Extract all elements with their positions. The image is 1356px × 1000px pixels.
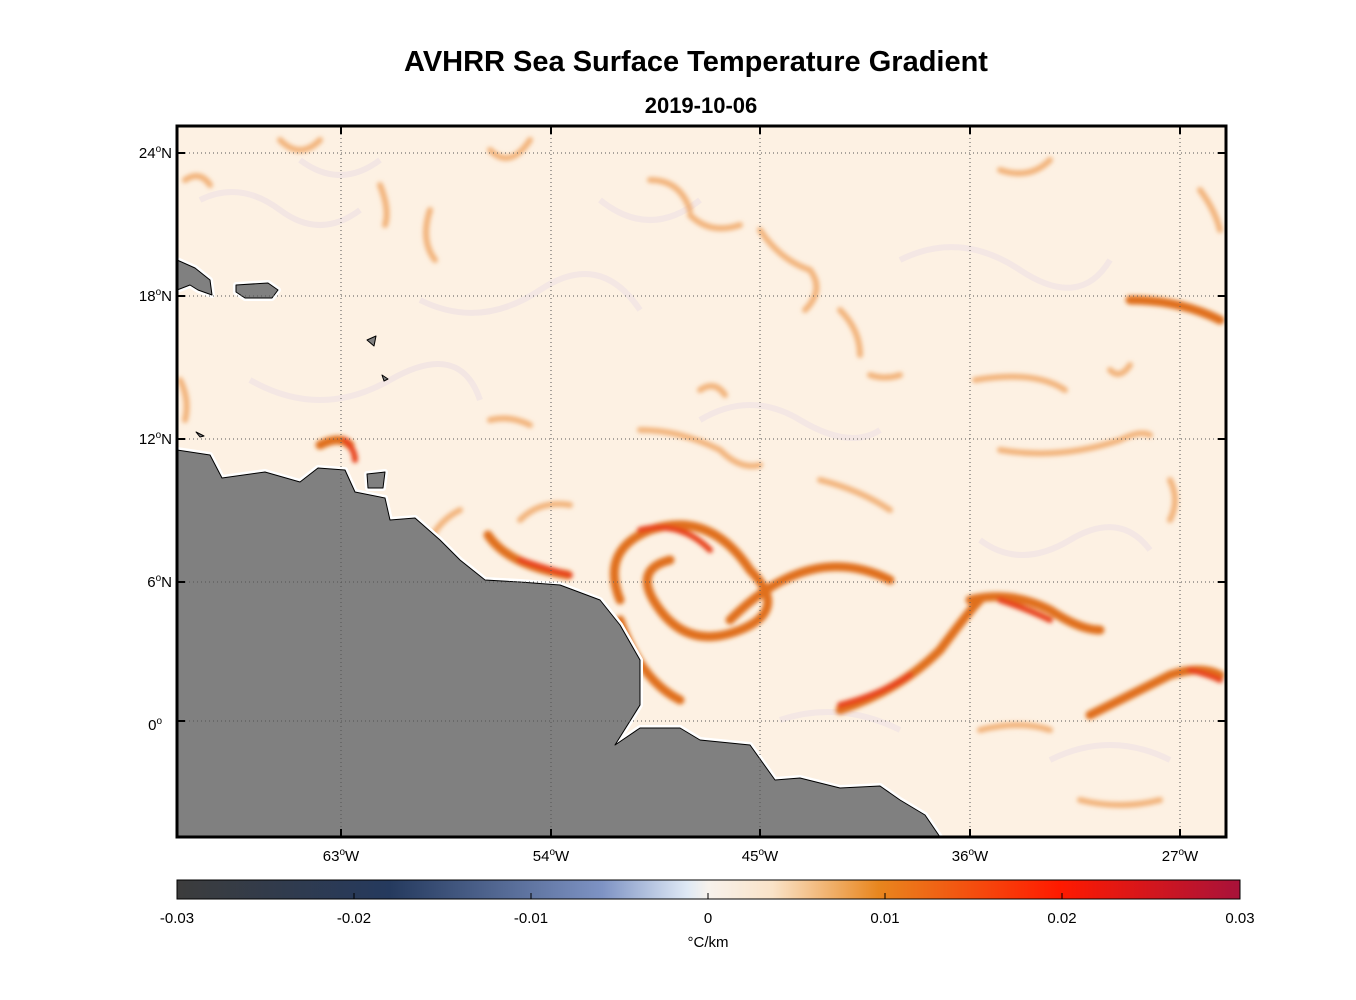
colorbar-ticks	[176, 893, 1241, 899]
lon-label: 45oW	[742, 847, 779, 865]
colorbar-tick-label: 0.02	[1047, 910, 1076, 927]
lat-label: 12oN	[139, 430, 172, 448]
lon-label: 63oW	[323, 847, 360, 865]
ocean-texture	[198, 157, 1172, 763]
longitude-labels: 63oW 54oW 45oW 36oW 27oW	[323, 847, 1199, 865]
axis-ticks	[177, 126, 1226, 837]
colorbar-tick-label: -0.02	[337, 910, 371, 927]
lat-label: 6oN	[147, 573, 172, 591]
colorbar-tick-label: 0.01	[870, 910, 899, 927]
colorbar-tick-label: -0.03	[160, 910, 194, 927]
graticule	[177, 126, 1226, 837]
coastline	[177, 259, 941, 837]
lat-label: 24oN	[139, 144, 172, 162]
temperature-fronts	[177, 137, 1225, 808]
latitude-labels: 24oN 18oN 12oN 6oN 0o	[139, 144, 172, 734]
lat-label: 18oN	[139, 287, 172, 305]
lat-label: 0o	[148, 716, 162, 734]
lon-label: 27oW	[1162, 847, 1199, 865]
colorbar: -0.03 -0.02 -0.01 0 0.01 0.02 0.03 °C/km	[160, 879, 1255, 951]
colorbar-tick-label: -0.01	[514, 910, 548, 927]
lon-label: 54oW	[533, 847, 570, 865]
colorbar-unit-label: °C/km	[688, 934, 729, 951]
chart-title: AVHRR Sea Surface Temperature Gradient	[404, 46, 988, 78]
chart-subtitle: 2019-10-06	[644, 93, 758, 118]
colorbar-tick-label: 0.03	[1225, 910, 1254, 927]
colorbar-tick-label: 0	[704, 910, 712, 927]
map-frame	[175, 124, 1228, 839]
lon-label: 36oW	[952, 847, 989, 865]
